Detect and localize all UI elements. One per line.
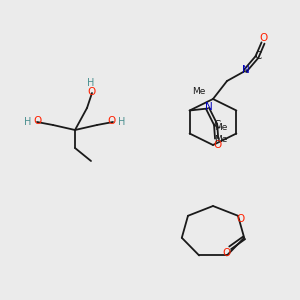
Text: O: O [88, 87, 96, 97]
Text: H: H [118, 117, 126, 127]
Text: N: N [242, 65, 250, 75]
Text: N: N [205, 103, 212, 112]
Text: Me: Me [214, 135, 227, 144]
Text: H: H [24, 117, 32, 127]
Text: O: O [222, 248, 230, 258]
Text: C: C [254, 51, 262, 61]
Text: Me: Me [214, 123, 227, 132]
Text: C: C [213, 121, 220, 130]
Text: O: O [34, 116, 42, 126]
Text: O: O [108, 116, 116, 126]
Text: H: H [87, 78, 95, 88]
Text: O: O [236, 214, 244, 224]
Text: Me: Me [192, 86, 206, 95]
Text: O: O [260, 33, 268, 43]
Text: O: O [214, 140, 222, 149]
